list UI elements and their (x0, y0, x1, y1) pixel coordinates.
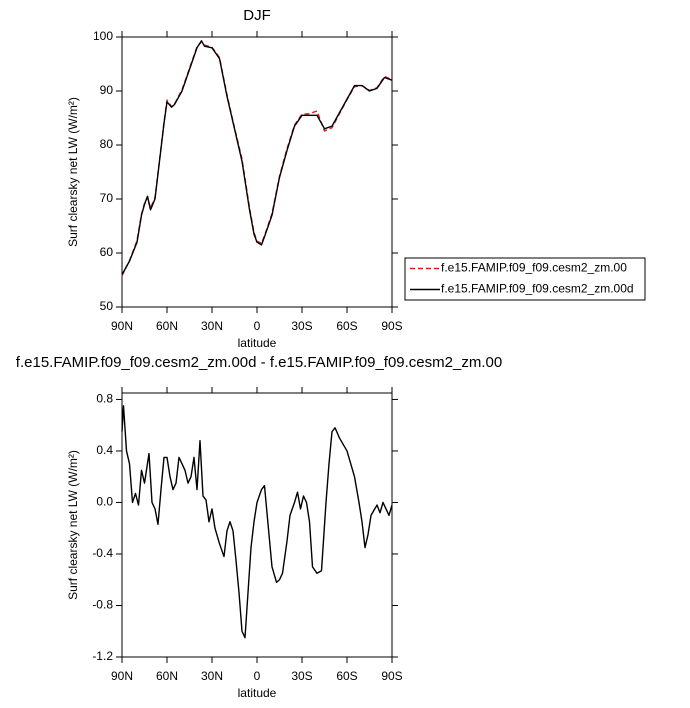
x-axis-label: latitude (238, 686, 277, 700)
legend-label: f.e15.FAMIP.f09_f09.cesm2_zm.00 (441, 261, 627, 275)
x-tick-label: 60N (156, 669, 178, 683)
y-tick-label: 0.8 (96, 392, 113, 406)
x-tick-label: 0 (254, 319, 261, 333)
chart-title: f.e15.FAMIP.f09_f09.cesm2_zm.00d - f.e15… (16, 354, 502, 371)
x-tick-label: 60S (336, 669, 357, 683)
y-tick-label: 100 (93, 29, 113, 43)
plot-frame (121, 392, 393, 658)
y-axis-label: Surf clearsky net LW (W/m²) (66, 450, 80, 600)
y-tick-label: -1.2 (92, 649, 113, 663)
x-tick-label: 60S (336, 319, 357, 333)
x-tick-label: 60N (156, 319, 178, 333)
x-tick-label: 30N (201, 319, 223, 333)
y-tick-label: 60 (100, 245, 114, 259)
x-tick-label: 90S (381, 319, 402, 333)
x-tick-label: 30N (201, 669, 223, 683)
y-tick-label: -0.8 (92, 598, 113, 612)
y-axis-label: Surf clearsky net LW (W/m²) (66, 97, 80, 247)
x-tick-label: 90N (111, 319, 133, 333)
chart-title: DJF (243, 7, 271, 24)
y-tick-label: 80 (100, 137, 114, 151)
y-tick-label: 0.4 (96, 443, 113, 457)
legend-box (404, 257, 646, 301)
y-tick-label: 50 (100, 299, 114, 313)
x-tick-label: 90N (111, 669, 133, 683)
data-line (121, 405, 393, 639)
y-tick-label: 90 (100, 83, 114, 97)
x-tick-label: 0 (254, 669, 261, 683)
x-axis-label: latitude (238, 336, 277, 350)
legend-label: f.e15.FAMIP.f09_f09.cesm2_zm.00d (441, 282, 634, 296)
x-tick-label: 90S (381, 669, 402, 683)
x-tick-label: 30S (291, 669, 312, 683)
y-tick-label: -0.4 (92, 546, 113, 560)
y-tick-label: 0.0 (96, 495, 113, 509)
plot-frame (121, 36, 393, 308)
x-tick-label: 30S (291, 319, 312, 333)
y-tick-label: 70 (100, 191, 114, 205)
data-line (121, 40, 393, 275)
